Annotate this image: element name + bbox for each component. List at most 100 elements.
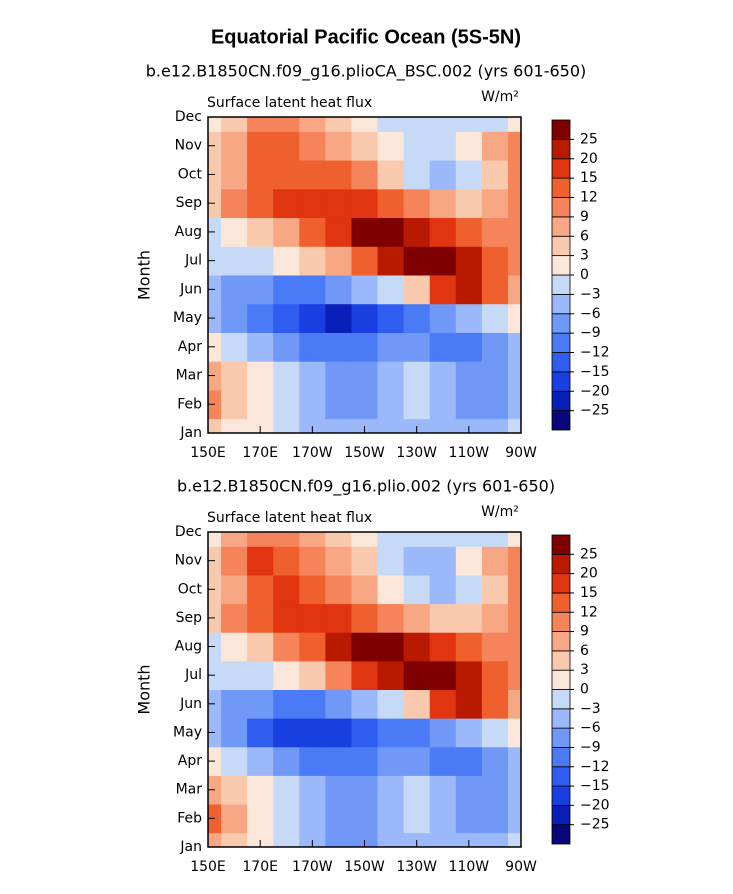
colorbar-box [551, 727, 571, 748]
contour-cell [507, 832, 522, 848]
contour-cell [221, 303, 248, 333]
colorbar-label: −25 [580, 403, 610, 419]
contour-cell [247, 303, 274, 333]
colorbar-box [551, 274, 571, 295]
contour-cell [221, 188, 248, 219]
contour-cell [325, 546, 352, 576]
contour-cell [429, 117, 457, 132]
contour-cell [403, 689, 431, 719]
contour-cell [221, 246, 248, 276]
contour-cell [429, 532, 457, 547]
contour-cell [403, 546, 431, 576]
panel-label: Surface latent heat flux [207, 510, 372, 526]
contour-cell [455, 718, 483, 748]
x-tick-label: 170E [242, 445, 278, 461]
contour-cell [429, 217, 457, 247]
colorbar-label: −20 [580, 383, 610, 399]
contour-cell [247, 131, 274, 161]
contour-cell [247, 775, 274, 805]
x-tick-label: 150E [190, 859, 226, 875]
colorbar-label: −6 [580, 306, 601, 322]
contour-cell [507, 188, 522, 219]
contour-cell [455, 389, 483, 420]
contour-cell [299, 660, 326, 690]
contour-cell [455, 532, 483, 547]
contour-cell [299, 160, 326, 190]
contour-cell [299, 117, 326, 132]
contour-cell [377, 746, 405, 776]
y-tick-label: Mar [176, 782, 203, 798]
contour-cell [247, 332, 274, 362]
contour-cell [221, 832, 248, 848]
contour-cell [351, 532, 379, 547]
contour-cell [403, 188, 431, 219]
contour-cell [403, 160, 431, 190]
contour-cell [481, 660, 509, 690]
contour-cell [377, 303, 405, 333]
colorbar-box [551, 689, 571, 710]
contour-cell [429, 160, 457, 190]
contour-cell [377, 660, 405, 690]
contour-cell [273, 160, 300, 190]
contour-cell [273, 303, 300, 333]
contour-cell [351, 361, 379, 391]
contour-cell [273, 632, 300, 662]
contour-cell [507, 689, 522, 719]
y-tick-label: Mar [176, 368, 203, 384]
y-tick-label: Dec [175, 524, 202, 540]
contour-cell [299, 603, 326, 633]
contour-cell [403, 804, 431, 834]
colorbar-label: 3 [580, 662, 589, 678]
contour-cell [299, 361, 326, 391]
colorbar-label: −3 [580, 701, 601, 717]
colorbar-box [551, 197, 571, 218]
contour-cell [273, 217, 300, 247]
contour-cell [455, 574, 483, 605]
contour-cell [481, 775, 509, 805]
contour-cell [273, 361, 300, 391]
contour-cell [481, 361, 509, 391]
contour-cell [221, 574, 248, 605]
contour-cell [325, 303, 352, 333]
contour-cell [507, 389, 522, 420]
contour-cell [481, 532, 509, 547]
y-tick-label: Feb [177, 396, 202, 412]
colorbar-box [551, 255, 571, 276]
contour-cell [299, 775, 326, 805]
contour-cell [325, 775, 352, 805]
colorbar-label: 25 [580, 546, 598, 562]
contour-cell [208, 418, 222, 434]
contour-cell [221, 361, 248, 391]
contour-cell [247, 746, 274, 776]
contour-cell [273, 775, 300, 805]
contour-cell [377, 217, 405, 247]
y-tick-label: Aug [175, 224, 202, 240]
colorbar-box [551, 332, 571, 353]
contour-cell [403, 532, 431, 547]
contour-cell [481, 603, 509, 633]
colorbar-box [551, 766, 571, 787]
contour-cell [299, 532, 326, 547]
contour-cell [221, 131, 248, 161]
contour-cell [455, 746, 483, 776]
contour-cell [403, 131, 431, 161]
contour-cell [325, 632, 352, 662]
contour-cell [273, 574, 300, 605]
contour-cell [273, 117, 300, 132]
contour-cell [299, 303, 326, 333]
contour-cell [247, 275, 274, 305]
colorbar-box [551, 352, 571, 373]
contour-cell [429, 746, 457, 776]
contour-cell [221, 718, 248, 748]
contour-cell [299, 217, 326, 247]
contour-cell [403, 217, 431, 247]
contour-cell [273, 131, 300, 161]
y-tick-label: Oct [178, 581, 203, 597]
contour-cell [273, 418, 300, 434]
contour-cell [507, 117, 522, 132]
contour-cell [403, 303, 431, 333]
colorbar-label: 0 [580, 682, 589, 698]
contour-cell [507, 418, 522, 434]
y-tick-label: Dec [175, 109, 202, 125]
contour-cell [481, 389, 509, 420]
